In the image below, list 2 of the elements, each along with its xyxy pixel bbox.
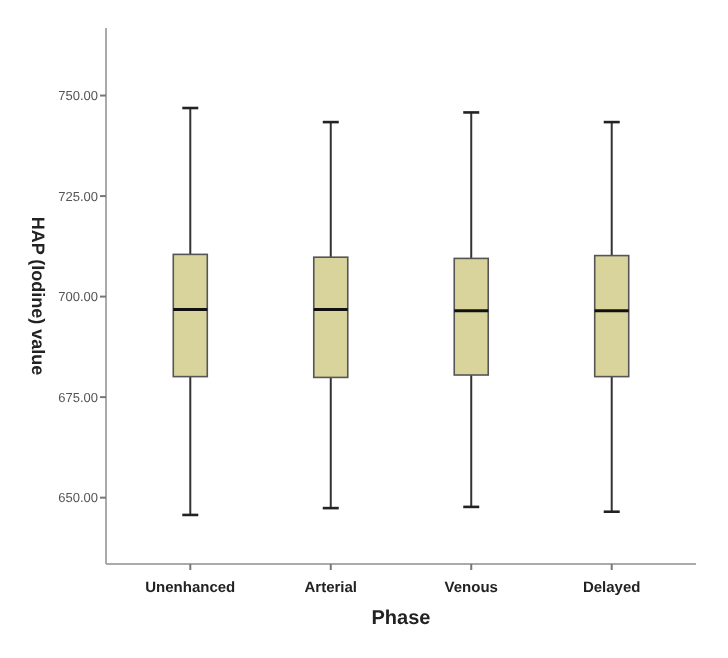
y-axis-title: HAP (Iodine) value (28, 216, 48, 376)
x-axis-title: Phase (371, 608, 432, 630)
